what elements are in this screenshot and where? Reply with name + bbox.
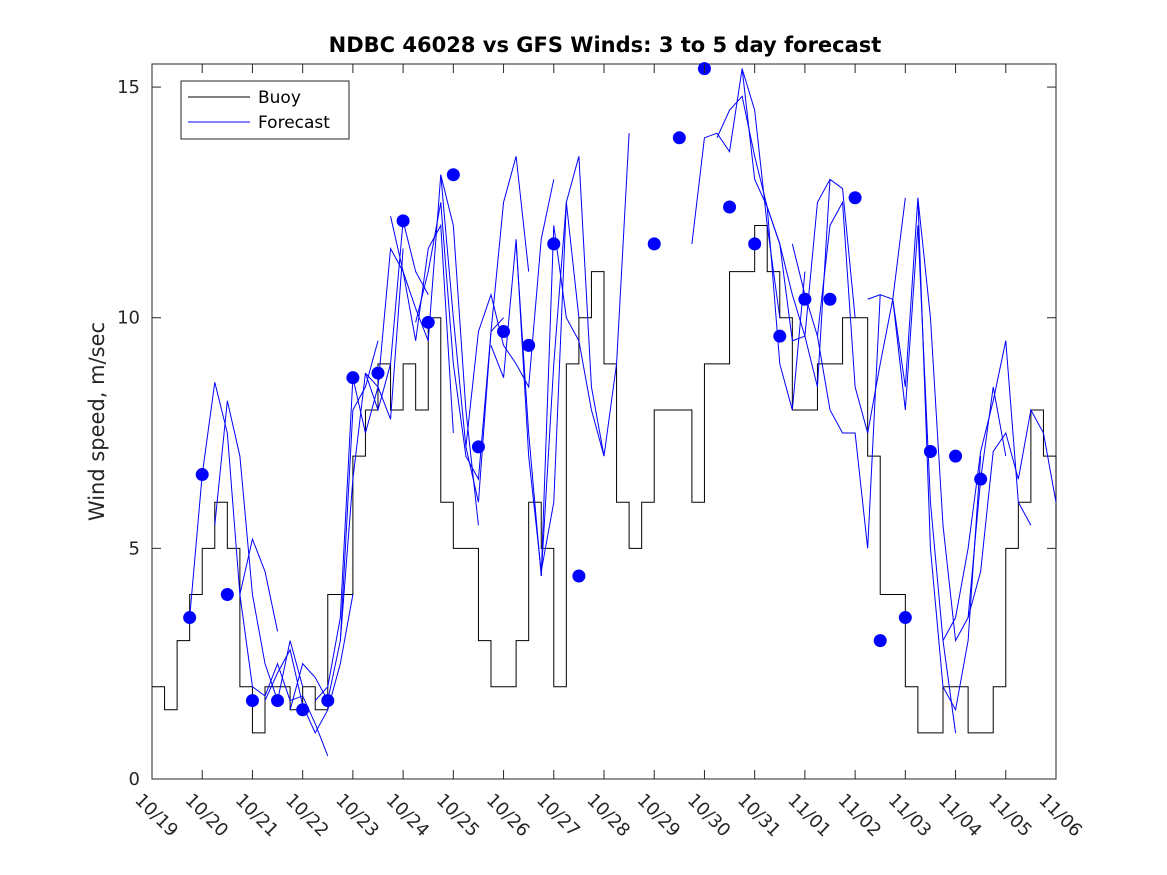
forecast-series-line xyxy=(264,594,354,734)
forecast-point xyxy=(522,338,536,352)
forecast-point xyxy=(572,569,586,583)
legend: Buoy Forecast xyxy=(180,80,350,140)
forecast-point xyxy=(873,634,887,648)
forecast-point xyxy=(647,237,661,251)
forecast-point xyxy=(195,468,209,482)
forecast-point xyxy=(848,191,862,205)
forecast-point xyxy=(446,168,460,182)
forecast-series-line xyxy=(314,248,404,701)
forecast-point xyxy=(497,325,511,339)
forecast-series-line xyxy=(440,156,530,503)
forecast-point xyxy=(220,587,234,601)
forecast-points-layer xyxy=(183,62,988,717)
forecast-series-line xyxy=(741,68,831,342)
forecast-series-line xyxy=(892,197,982,712)
legend-label-forecast: Forecast xyxy=(258,113,330,133)
forecast-series-line xyxy=(490,202,580,572)
forecast-series-line xyxy=(917,197,1007,643)
forecast-point xyxy=(723,200,737,214)
plot-area: 10/1910/2010/2110/2210/2310/2410/2510/26… xyxy=(117,62,1086,841)
forecast-series-line xyxy=(515,156,605,577)
y-tick-label: 5 xyxy=(129,538,140,559)
legend-box xyxy=(180,80,350,140)
forecast-series-line xyxy=(214,400,304,703)
forecast-point xyxy=(823,292,837,306)
forecast-point xyxy=(748,237,762,251)
forecast-series-line xyxy=(967,408,1057,618)
forecast-series-line xyxy=(189,382,279,632)
forecast-point xyxy=(245,694,259,708)
forecast-point xyxy=(371,366,385,380)
forecast-point xyxy=(547,237,561,251)
forecast-series-line xyxy=(239,594,329,757)
forecast-series-line xyxy=(390,174,479,526)
legend-label-buoy: Buoy xyxy=(258,88,301,108)
chart-title: NDBC 46028 vs GFS Winds: 3 to 5 day fore… xyxy=(329,33,882,57)
forecast-point xyxy=(321,694,335,708)
forecast-point xyxy=(949,449,963,463)
forecast-series-line xyxy=(816,197,906,434)
forecast-series-line xyxy=(339,220,429,641)
forecast-point xyxy=(271,694,285,708)
forecast-point xyxy=(898,611,912,625)
forecast-point xyxy=(923,444,937,458)
forecast-point xyxy=(183,611,197,625)
forecast-series-line xyxy=(691,68,781,318)
forecast-series-line xyxy=(465,179,555,447)
y-tick-label: 0 xyxy=(129,769,140,790)
forecast-point xyxy=(296,703,310,717)
forecast-series-line xyxy=(766,178,856,388)
forecast-series-line xyxy=(365,223,454,434)
forecast-point xyxy=(974,472,988,486)
forecast-series-line xyxy=(942,340,1032,641)
forecast-point xyxy=(672,131,686,145)
forecast-series-layer xyxy=(189,68,1057,757)
y-tick-label: 10 xyxy=(117,308,140,329)
y-axis-label: Wind speed, m/sec xyxy=(85,322,109,521)
forecast-point xyxy=(471,440,485,454)
y-tick-label: 15 xyxy=(117,77,140,98)
forecast-point xyxy=(421,315,435,329)
forecast-point xyxy=(346,371,360,385)
forecast-series-line xyxy=(716,95,806,411)
axes-box xyxy=(151,63,1057,780)
forecast-series-line xyxy=(867,225,957,733)
forecast-point xyxy=(773,329,787,343)
forecast-point xyxy=(396,214,410,228)
forecast-point xyxy=(798,292,812,306)
